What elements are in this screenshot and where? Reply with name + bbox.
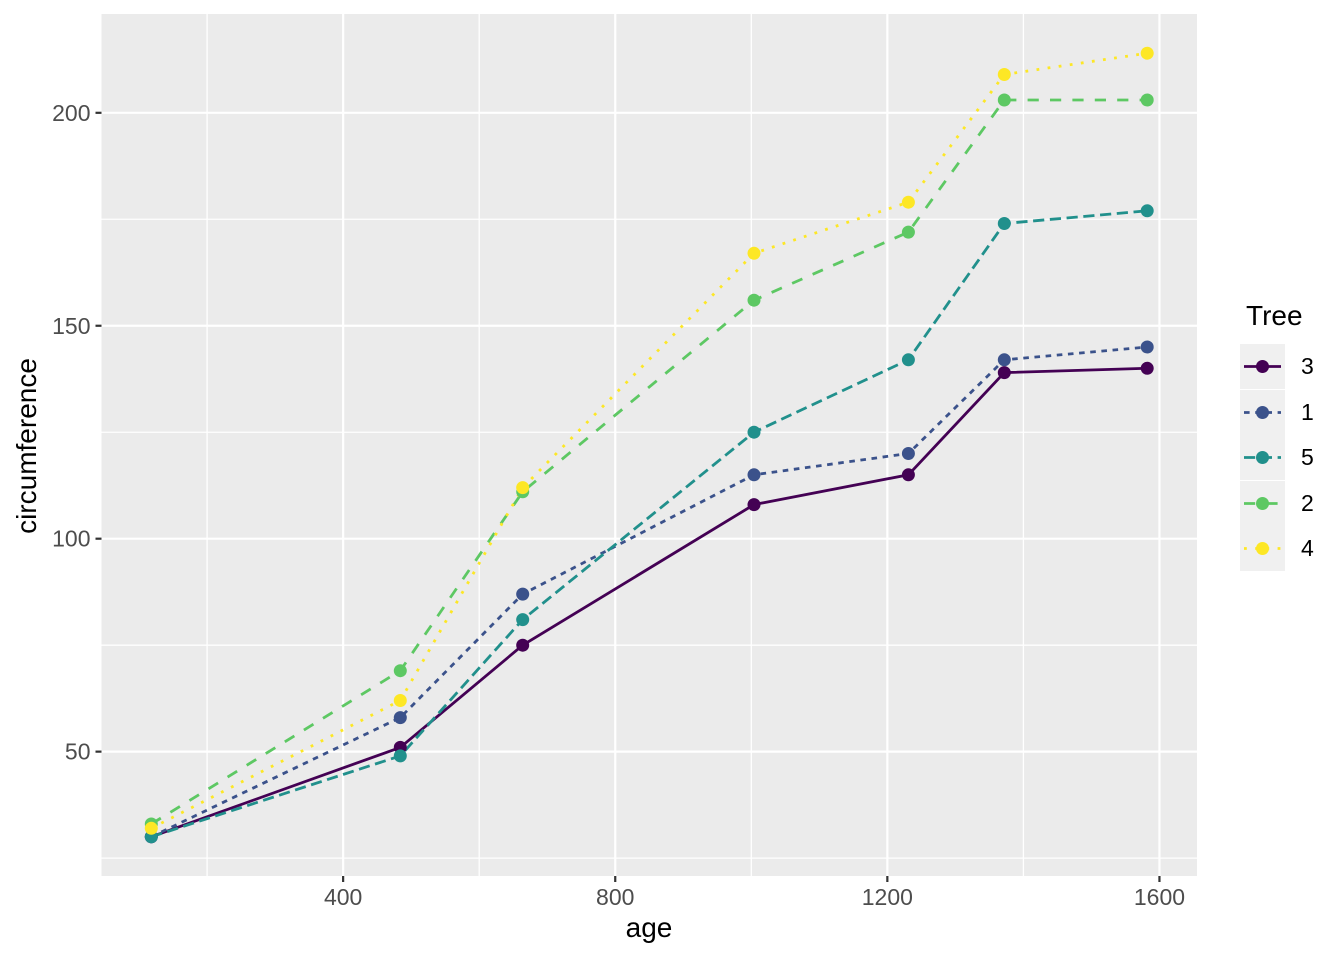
data-point-tree-2 — [747, 293, 761, 307]
legend-key-icon — [1240, 435, 1285, 481]
data-point-tree-4 — [393, 694, 407, 707]
x-tick-label: 1600 — [1134, 884, 1185, 910]
data-point-tree-1 — [516, 587, 530, 601]
legend-item-tree-5: 5 — [1240, 435, 1344, 481]
legend-key-icon — [1240, 526, 1285, 572]
legend-item-tree-4: 4 — [1240, 526, 1344, 572]
data-point-tree-2 — [1140, 93, 1154, 107]
y-tick-label: 100 — [52, 526, 90, 552]
data-point-tree-5 — [997, 217, 1011, 230]
data-point-tree-3 — [747, 498, 761, 512]
x-tick-label: 400 — [324, 884, 362, 910]
data-point-tree-5 — [901, 353, 915, 367]
series-points — [144, 46, 1154, 844]
data-point-tree-4 — [997, 68, 1011, 81]
data-point-tree-4 — [144, 821, 158, 835]
legend-label: 2 — [1301, 489, 1314, 516]
data-point-tree-1 — [997, 353, 1011, 367]
data-point-tree-3 — [997, 366, 1011, 380]
y-tick-label: 50 — [65, 739, 91, 765]
data-point-tree-1 — [1140, 340, 1154, 354]
x-tick-label: 800 — [596, 884, 634, 910]
data-point-tree-5 — [393, 749, 407, 763]
major-gridlines — [101, 14, 1197, 876]
legend-label: 5 — [1301, 444, 1314, 471]
legend-label: 1 — [1301, 398, 1314, 425]
legend-item-tree-2: 2 — [1240, 480, 1344, 527]
data-point-tree-4 — [1140, 46, 1154, 60]
data-point-tree-4 — [747, 246, 761, 260]
x-axis-title: age — [625, 912, 673, 943]
legend-key-icon — [1240, 344, 1285, 390]
legend-title: Tree — [1246, 300, 1303, 331]
y-axis-title: circumference — [11, 358, 42, 534]
y-tick-label: 200 — [52, 100, 90, 126]
data-point-tree-2 — [393, 664, 407, 678]
data-point-tree-1 — [747, 468, 761, 482]
data-point-tree-2 — [901, 225, 915, 239]
legend-item-tree-3: 3 — [1240, 344, 1344, 390]
legend-key-icon — [1240, 389, 1285, 435]
data-point-tree-3 — [516, 638, 530, 652]
legend-key-icon — [1240, 480, 1285, 526]
y-tick-label: 150 — [52, 313, 90, 339]
data-point-tree-5 — [516, 613, 530, 627]
data-point-tree-4 — [516, 481, 530, 495]
data-point-tree-4 — [901, 195, 915, 209]
data-point-tree-3 — [901, 468, 915, 482]
data-point-tree-3 — [1140, 361, 1154, 375]
legend: Tree 3 1 5 2 4 — [1240, 300, 1344, 572]
legend-label: 3 — [1301, 353, 1314, 380]
x-tick-label: 1200 — [862, 884, 913, 910]
data-point-tree-5 — [1140, 204, 1154, 218]
legend-items: 3 1 5 2 4 — [1240, 344, 1344, 572]
axis-ticks: 400 800 1200 1600 50 100 150 200 — [52, 100, 1185, 910]
data-point-tree-1 — [901, 447, 915, 460]
legend-item-tree-1: 1 — [1240, 389, 1344, 436]
data-point-tree-5 — [747, 425, 761, 439]
panel-background — [101, 14, 1197, 876]
legend-label: 4 — [1301, 535, 1314, 562]
minor-gridlines — [101, 14, 1197, 876]
data-point-tree-2 — [997, 93, 1011, 107]
data-point-tree-1 — [393, 711, 407, 725]
